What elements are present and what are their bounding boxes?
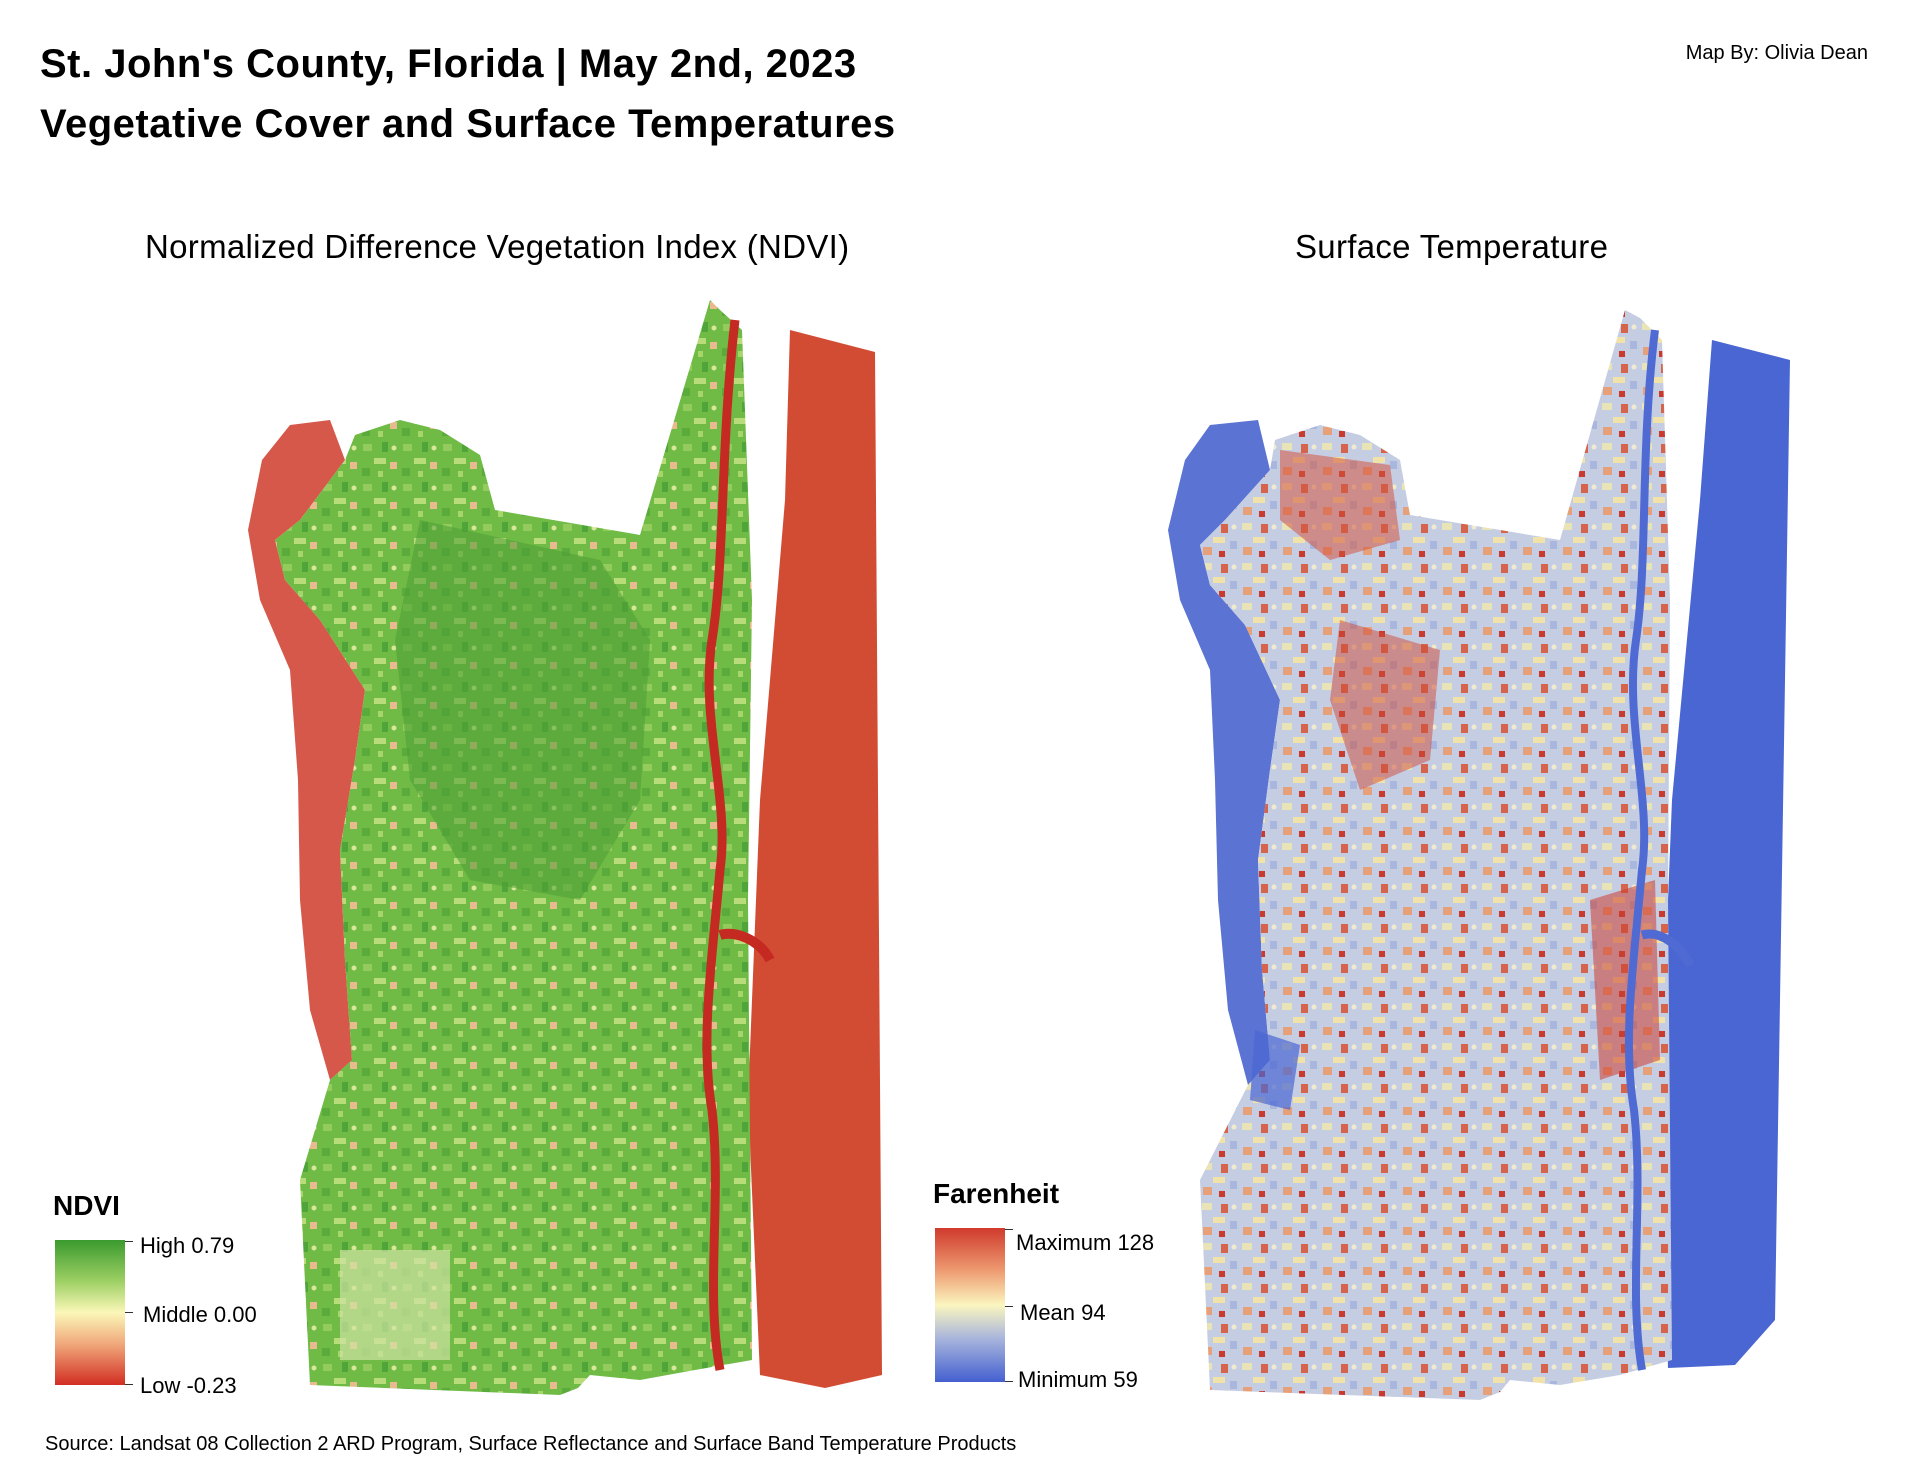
title-line-1: St. John's County, Florida | May 2nd, 20… [40, 42, 857, 86]
ndvi-legend-low: Low -0.23 [140, 1373, 237, 1398]
temp-west-river [1168, 420, 1280, 1085]
temp-land [1200, 310, 1672, 1400]
temperature-panel-title: Surface Temperature [1295, 228, 1609, 265]
temperature-map [1168, 310, 1790, 1400]
title-line-2: Vegetative Cover and Surface Temperature… [40, 102, 896, 146]
ndvi-west-river [248, 420, 365, 1080]
temp-legend-tick-max [1005, 1229, 1013, 1230]
temp-legend-tick-min [1005, 1381, 1013, 1382]
temperature-legend-mean: Mean 94 [1020, 1300, 1106, 1325]
map-title: St. John's County, Florida | May 2nd, 20… [40, 34, 896, 154]
ndvi-urban-area [340, 1250, 450, 1360]
ndvi-legend-title: NDVI [53, 1190, 120, 1221]
ndvi-legend-high: High 0.79 [140, 1233, 235, 1258]
temperature-legend-min: Minimum 59 [1018, 1367, 1138, 1392]
ndvi-map [248, 300, 882, 1395]
ndvi-intracoastal [702, 319, 740, 1371]
ndvi-legend-tick-low [125, 1384, 133, 1385]
temp-inlet [1640, 929, 1695, 968]
temperature-legend-title: Farenheit [933, 1178, 1060, 1209]
temperature-legend-bar [935, 1228, 1005, 1382]
ndvi-legend-middle: Middle 0.00 [143, 1302, 257, 1327]
temperature-legend-max: Maximum 128 [1016, 1230, 1155, 1255]
map-author: Map By: Olivia Dean [1685, 42, 1868, 64]
temp-hot-central [1330, 620, 1440, 790]
ndvi-ocean-strip [748, 330, 882, 1388]
ndvi-legend-tick-middle [125, 1312, 133, 1313]
temp-cool-west [1250, 1030, 1300, 1110]
temp-ocean-strip [1660, 340, 1790, 1368]
ndvi-panel-title: Normalized Difference Vegetation Index (… [145, 228, 850, 265]
source-credit: Source: Landsat 08 Collection 2 ARD Prog… [45, 1433, 1017, 1455]
ndvi-dense-vegetation [395, 520, 650, 900]
temp-legend-tick-mean [1005, 1306, 1013, 1307]
ndvi-inlet [718, 928, 775, 963]
ndvi-legend-bar [55, 1240, 125, 1385]
temp-intracoastal [1624, 329, 1659, 1371]
ndvi-legend-tick-high [125, 1241, 133, 1242]
temp-hot-north [1280, 450, 1400, 560]
temp-hot-east [1590, 880, 1660, 1080]
